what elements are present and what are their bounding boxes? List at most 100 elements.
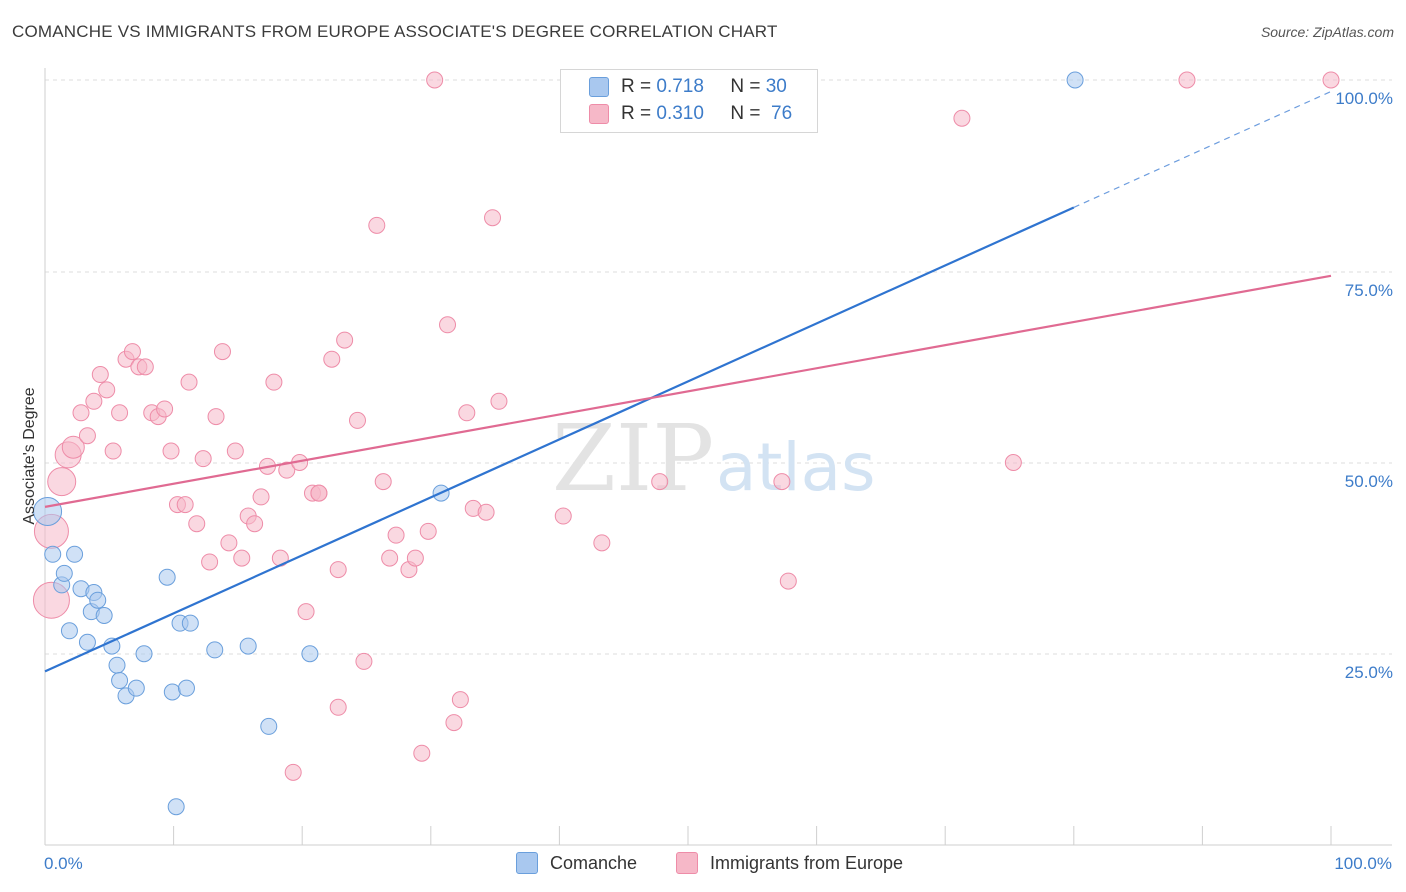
comanche-point [60,622,78,640]
watermark-atlas: atlas [716,429,876,506]
comanche-point [78,633,96,651]
immigrants-point [246,515,264,533]
comanche-point [177,679,195,697]
comanche-point [111,672,129,690]
immigrants-point [368,216,386,234]
immigrants-point [265,373,283,391]
legend-n-value: 76 [771,103,793,124]
immigrants-point [180,373,198,391]
comanche-point [181,614,199,632]
immigrants-point [310,484,328,502]
series-legend-immigrants: Immigrants from Europe [676,852,903,874]
comanche-point [66,545,84,563]
immigrants-point [98,381,116,399]
immigrants-point [136,358,154,376]
y-axis-label: Associate's Degree [21,387,38,524]
legend-r-label: R = [621,103,652,124]
comanche-trend-extension [1073,90,1332,208]
immigrants-point [297,603,315,621]
immigrants-point [233,549,251,567]
immigrants-point [207,408,225,426]
immigrants-point [426,71,444,89]
immigrants-point [773,473,791,491]
immigrants-point [355,652,373,670]
immigrants-point [220,534,238,552]
comanche-point [55,564,73,582]
immigrants-point [336,331,354,349]
immigrants-point [47,467,77,497]
comanche-point [127,679,145,697]
immigrants-point [419,522,437,540]
immigrants-point [445,714,463,732]
source-credit: Source: ZipAtlas.com [1260,24,1394,40]
legend-swatch-immigrants [589,104,609,124]
series-legend-comanche: Comanche [516,852,637,874]
legend-n-label: N = [730,76,761,97]
immigrants-point [484,209,502,227]
immigrants-point [554,507,572,525]
immigrants-point [329,561,347,579]
y-tick-label: 100.0% [1335,89,1393,108]
immigrants-point [387,526,405,544]
series-label-comanche: Comanche [550,852,638,873]
legend-swatch-comanche [589,77,609,97]
immigrants-point [78,427,96,445]
y-tick-label: 50.0% [1345,472,1393,491]
immigrants-point [91,366,109,384]
immigrants-point [953,109,971,127]
y-tick-label: 25.0% [1345,663,1393,682]
immigrants-point [1004,454,1022,471]
immigrants-point [406,549,424,567]
comanche-point [108,656,126,674]
y-tick-label: 75.0% [1345,281,1393,300]
immigrants-point [104,442,122,460]
immigrants-point [226,442,244,460]
comanche-trend-line [44,206,1075,673]
immigrants-point [458,404,476,422]
comanche-point [89,591,107,609]
watermark-zip: ZIP [552,405,714,512]
immigrants-point [381,549,399,567]
immigrants-point [490,392,508,410]
comanche-point [206,641,224,659]
immigrants-point [329,698,347,716]
x-tick-label: 0.0% [44,854,83,873]
immigrants-trend-line [44,274,1332,508]
axes [44,68,1392,846]
immigrants-point [194,450,212,468]
comanche-point [135,645,153,663]
immigrants-point [61,435,85,459]
comanche-point [167,798,185,816]
series-legend: Comanche Immigrants from Europe [0,852,1406,878]
comanche-point [1066,71,1084,89]
immigrants-point [213,343,231,361]
immigrants-point [156,400,174,418]
immigrants-point [779,572,797,590]
immigrants-point [593,534,611,552]
immigrants-point [188,515,206,533]
tick-labels: 100.0% 75.0% 50.0% 25.0% 0.0% 100.0% [44,89,1393,873]
immigrants-point [85,392,103,410]
immigrants-point [162,442,180,460]
legend-n-value: 30 [765,76,787,97]
comanche-point [260,717,278,735]
immigrants-point [323,350,341,368]
legend-r-value: 0.310 [656,103,704,124]
data-points [32,71,1340,816]
immigrants-point [439,316,457,334]
chart-title: COMANCHE VS IMMIGRANTS FROM EUROPE ASSOC… [12,22,778,41]
immigrants-point [374,473,392,491]
series-swatch-comanche [516,852,538,874]
legend-r-value: 0.718 [656,76,704,97]
comanche-point [158,568,176,586]
immigrants-point [176,496,194,514]
legend-r-label: R = [621,76,652,97]
immigrants-point [201,553,219,571]
immigrants-point [413,744,431,762]
immigrants-point [278,461,296,479]
trend-lines [44,90,1332,673]
immigrants-point [651,473,669,491]
series-swatch-immigrants [676,852,698,874]
immigrants-point [111,404,129,422]
immigrants-point [1322,71,1340,89]
